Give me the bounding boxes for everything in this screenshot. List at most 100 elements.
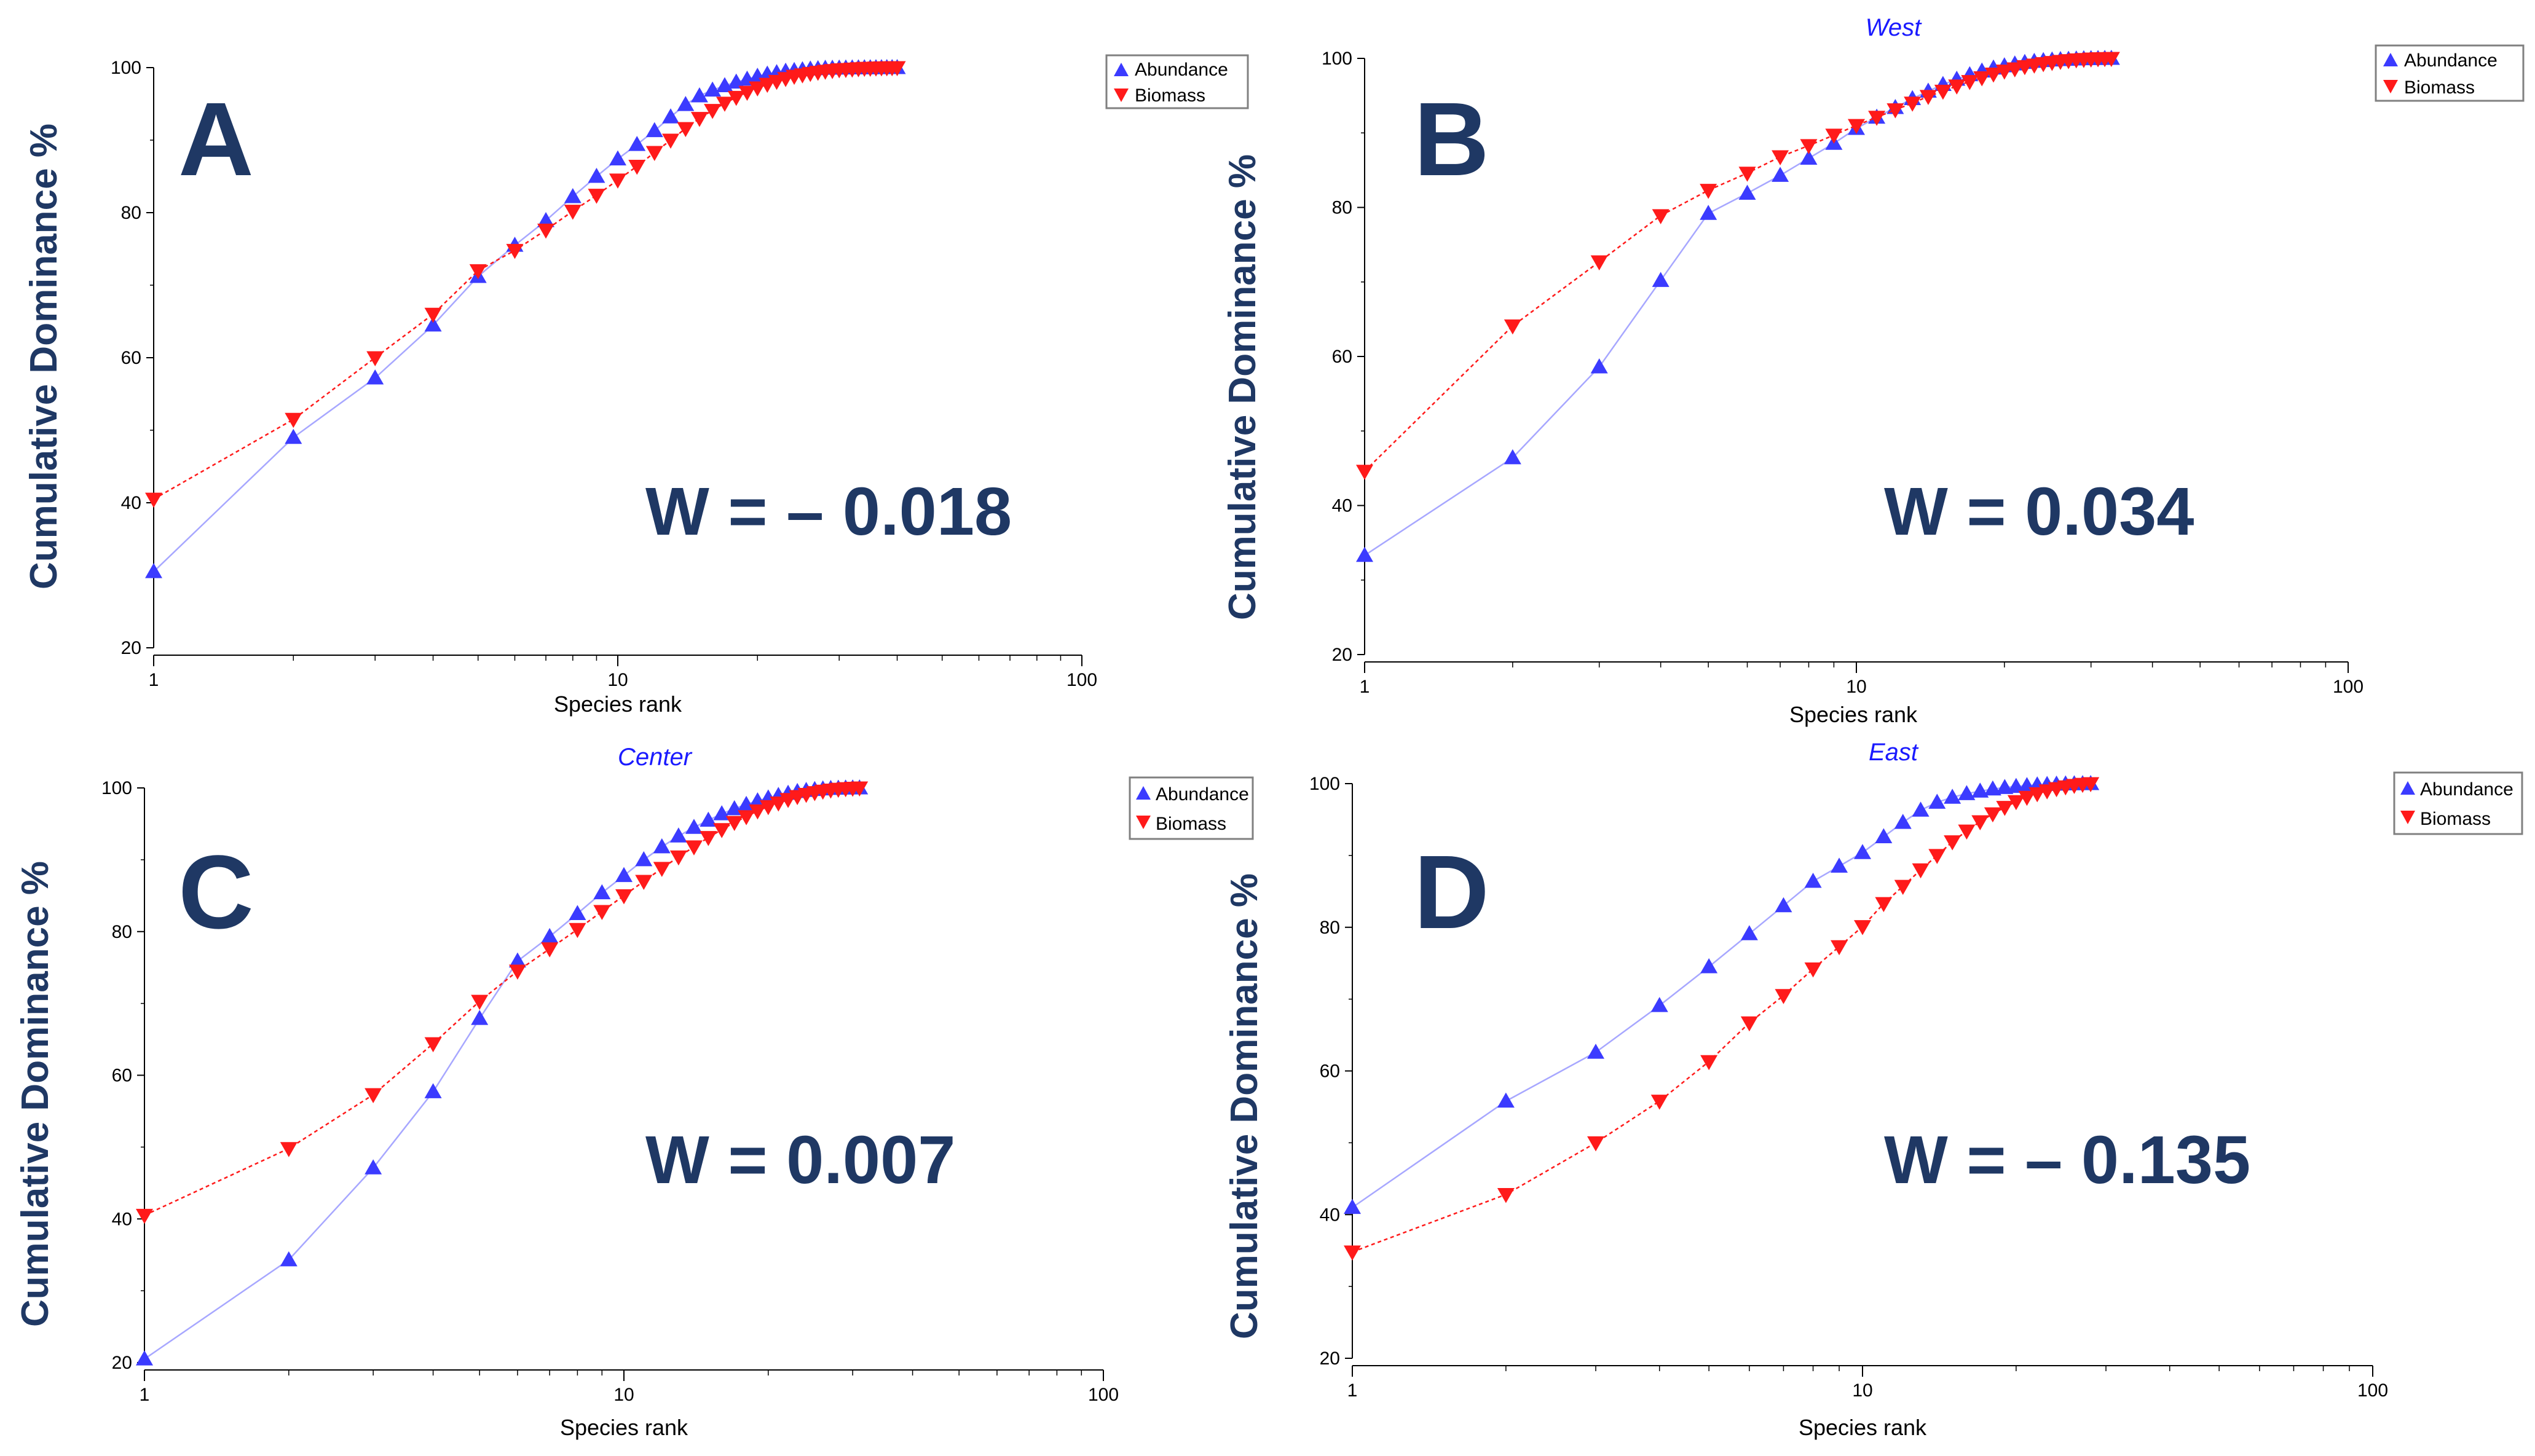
panel-a-x-tick-label: 10 [607,670,628,690]
panel-a-biomass-point [145,492,162,508]
panel-c-biomass-point [685,840,703,856]
panel-c-abundance-point [508,952,526,968]
panel-a-abundance-point [628,136,646,151]
panel-d-y-tick-label: 100 [1309,774,1340,794]
panel-c-x-axis-title: Species rank [560,1415,688,1440]
panel-a-biomass-point [285,412,302,428]
panel-c-abundance-point [653,838,671,854]
panel-b-subtitle: West [1866,14,1922,41]
panel-c-biomass-point [541,942,559,958]
panel-a-abundance-point [564,188,582,203]
panel-d-biomass-point [1944,835,1961,851]
panel-b-abundance-point [1772,167,1789,182]
panel-a-legend-biomass-marker [1114,89,1129,102]
panel-a-biomass-point [727,90,745,106]
panel-a-biomass-point [564,205,582,220]
panel-d-abundance-point [1650,997,1668,1012]
panel-c-subtitle: Center [618,744,693,771]
panel-a-legend-abundance-marker [1114,63,1129,76]
panel-d-biomass-point [1958,824,1976,840]
panel-c-legend-box [1129,776,1254,840]
panel-a-y-axis-title: Cumulative Dominance % [23,124,65,589]
panel-b-abundance-point [1700,205,1717,220]
panel-a-y-tick-label: 100 [111,58,141,78]
panel-c-biomass-point [569,923,586,939]
panel-c-abundance-point [136,1350,153,1366]
panel-d-abundance-point [1775,897,1792,913]
panel-b-plot-area: 20 40 60 80 100 1 10 100 [1322,49,2364,697]
panel-b-legend-abundance-marker [2383,53,2398,66]
panel-c-abundance-point [593,884,611,900]
panel-a-biomass-point [690,112,708,127]
panel-a-abundance-point [690,87,708,103]
panel-a-abundance-point [537,211,555,227]
panel-d-abundance-point [1497,1092,1515,1108]
panel-b-w-statistic: W = 0.034 [1884,474,2194,549]
panel-a-x-axis-title: Species rank [554,691,682,717]
panel-b-y-axis-title: Cumulative Dominance % [1221,154,1264,620]
panel-c-w-statistic: W = 0.007 [645,1122,955,1198]
panel-c-abundance-point [713,805,731,820]
panel-d-subtitle: East [1869,739,1919,766]
panel-a-biomass-point [738,85,756,101]
panel-d-biomass-point [1344,1245,1361,1261]
panel-d-w-statistic: W = – 0.135 [1884,1122,2250,1198]
panel-a-abundance-point [366,369,384,385]
panel-d-x-tick-label: 10 [1852,1380,1872,1401]
panel-a-abundance-point [424,316,442,332]
panel-a-legend-box [1105,54,1249,109]
panel-a-biomass-point [704,104,722,119]
panel-a-biomass-point [366,351,384,366]
panel-a-biomass-point [759,77,776,93]
panel-a-biomass-point [469,264,487,280]
panel-d-legend: Abundance Biomass [2393,771,2523,835]
panel-c-biomass-point [713,823,731,838]
panel-b-abundance-point [1504,449,1521,465]
panel-a-abundance-point [704,81,722,97]
panel-d-legend-abundance-label: Abundance [2420,779,2513,800]
panel-d-abundance-point [1700,958,1718,974]
panel-b-biomass-point [1961,75,1979,90]
panel-b-biomass-point [1985,67,2003,83]
panel-c-abundance-point [471,1010,489,1025]
panel-c-y-tick-label: 40 [112,1209,132,1229]
panel-d: 20 40 60 80 100 1 10 100 D W = – 0.135 East Cum… [1223,739,2523,1440]
panel-d-x-axis-title: Species rank [1799,1415,1927,1440]
panel-b-x-tick-label: 10 [1846,677,1866,697]
panel-d-abundance-point [1875,828,1893,843]
panel-b-legend-biomass-marker [2383,80,2398,93]
panel-c-legend-biomass-label: Biomass [1156,814,1226,834]
panel-b-biomass-point [1868,111,1886,126]
panel-c-abundance-point [365,1159,382,1175]
panel-d-y-tick-label: 60 [1320,1061,1340,1082]
panel-a-abundance-point [285,428,302,444]
panel-a-legend-biomass-label: Biomass [1135,85,1205,106]
panel-c-y-axis-title: Cumulative Dominance % [14,861,57,1327]
panel-b-legend: Abundance Biomass [2375,44,2525,102]
panel-b-biomass-point [1973,71,1991,87]
panel-c-abundance-point [685,819,703,834]
panel-a-legend-abundance-label: Abundance [1135,60,1228,80]
panel-c-biomass-point [749,804,767,820]
panel-d-abundance-point [1344,1198,1361,1214]
panel-b-biomass-point [1904,96,1922,112]
panel-d-y-tick-label: 40 [1320,1205,1340,1225]
panel-d-abundance-point [1740,925,1758,940]
panel-c-y-tick-label: 100 [101,778,132,798]
panel-c-x-tick-label: 1 [140,1385,150,1405]
panel-a-biomass-line [153,66,897,500]
panel-d-abundance-point [1971,782,1989,798]
panel-d-abundance-point [1831,857,1848,873]
panel-a-x-tick-label: 1 [149,670,159,690]
panel-d-biomass-point [1740,1016,1758,1032]
panel-c-x-tick-label: 100 [1088,1385,1119,1405]
panel-a-abundance-point [645,122,663,138]
panel-d-biomass-point [1497,1188,1515,1203]
panel-b-abundance-point [1738,184,1756,200]
panel-c-abundance-point [615,867,633,883]
panel-c-abundance-point [424,1083,442,1098]
panel-c-legend-biomass-marker [1136,816,1151,829]
panel-c-abundance-point [569,905,586,921]
panel-c-biomass-point [136,1208,153,1224]
panel-a-biomass-point [662,133,680,149]
